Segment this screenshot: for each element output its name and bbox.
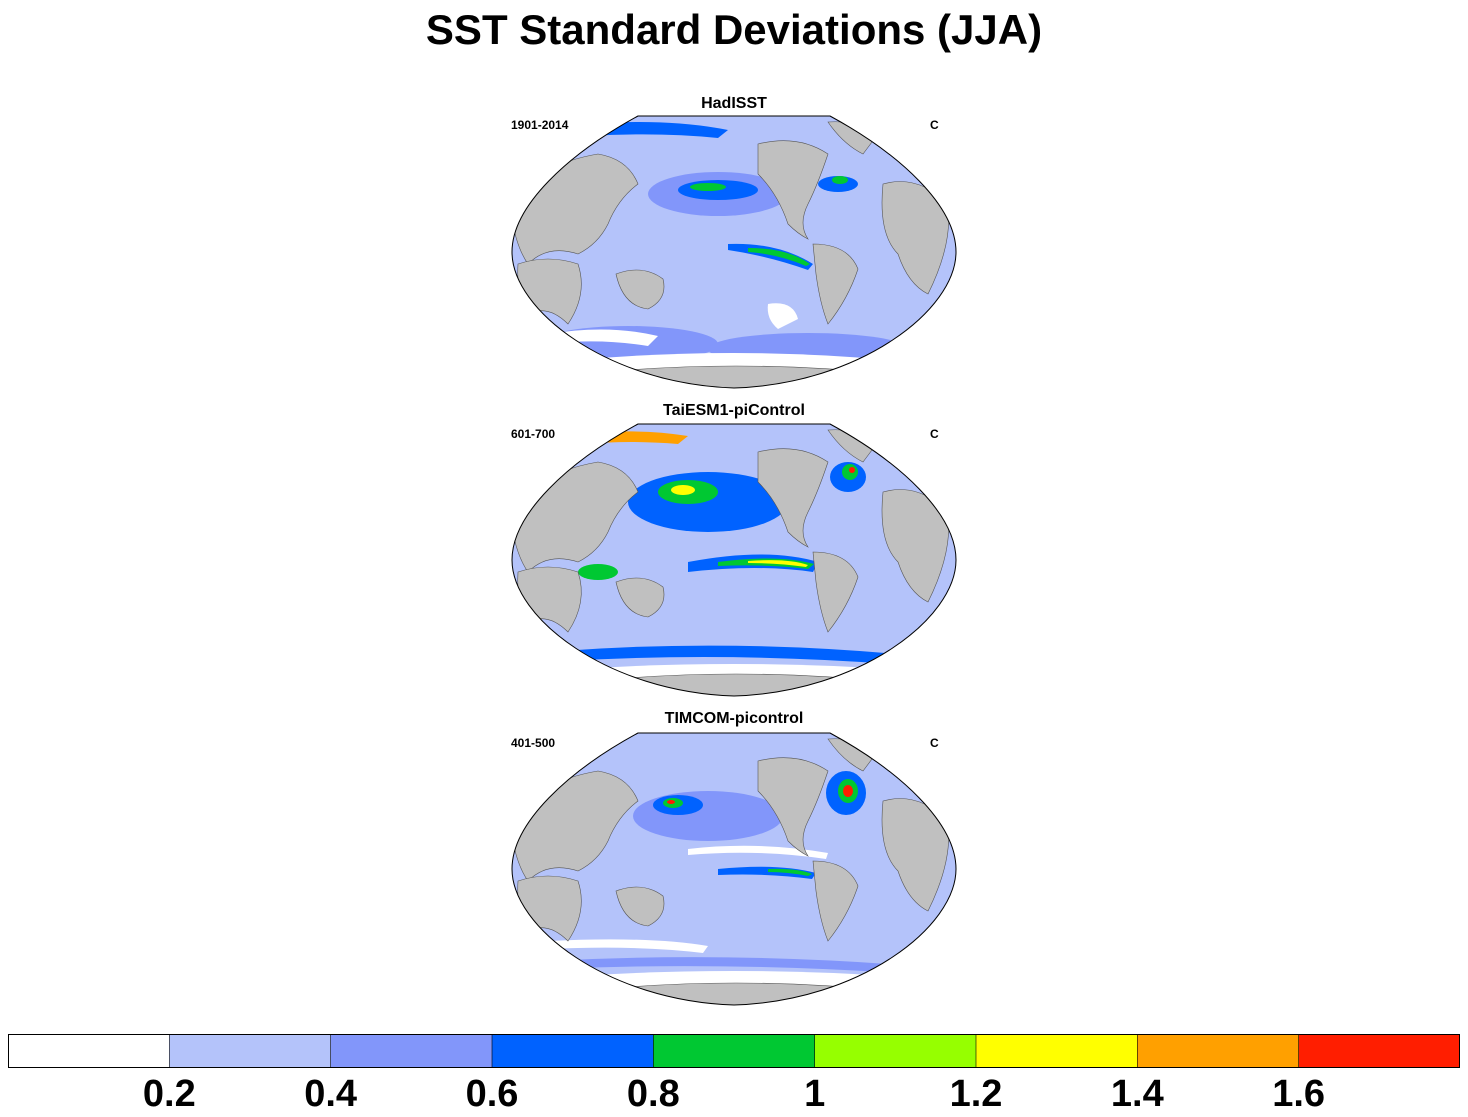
panel-1-map (511, 115, 957, 389)
sd-region-north-pacific (671, 485, 695, 495)
land-south-america (812, 551, 859, 633)
sd-low-region (548, 939, 708, 953)
colorbar-tick-label: 0.8 (626, 1073, 680, 1115)
sd-region-arctic (588, 122, 728, 138)
colorbar-tick-label: 1.6 (1272, 1073, 1326, 1115)
map-border (511, 115, 957, 389)
sd-region-north-atlantic (849, 467, 855, 473)
panel-2-units: C (930, 427, 939, 441)
colorbar-tick-label: 1.4 (1110, 1073, 1164, 1115)
sd-region-north-pacific (633, 791, 783, 841)
land-south-america (812, 243, 859, 325)
colorbar-tick-label: 1.2 (949, 1073, 1003, 1115)
colorbar-swatch (330, 1034, 493, 1068)
colorbar-tick-label: 0.2 (142, 1073, 196, 1115)
panel-3-map (511, 732, 957, 1006)
colorbar-swatch (1298, 1034, 1460, 1068)
sd-region-enso (718, 558, 814, 569)
sd-region-north-atlantic (832, 176, 848, 184)
map-border (511, 732, 957, 1006)
panel-3-title: TIMCOM-picontrol (664, 710, 804, 727)
figure-title: SST Standard Deviations (JJA) (425, 6, 1043, 53)
colorbar-tick-label: 1 (804, 1073, 826, 1115)
sd-region-north-atlantic (843, 785, 853, 797)
sd-band-south (548, 957, 928, 975)
sd-region-enso (748, 560, 808, 567)
colorbar-swatch (169, 1034, 332, 1068)
colorbar-swatch (8, 1034, 170, 1068)
sd-region-enso (768, 868, 812, 876)
sd-band-south (548, 645, 928, 667)
panel-1-units: C (930, 118, 939, 132)
land-australia (615, 577, 665, 618)
land-australia (615, 269, 665, 310)
land-north-america (757, 757, 829, 857)
colorbar-tick-label: 0.6 (465, 1073, 519, 1115)
sd-region-north-pacific (690, 183, 726, 191)
land-antarctica (547, 365, 929, 388)
colorbar-swatch (976, 1034, 1138, 1068)
panel-1-title: HadISST (701, 95, 767, 112)
land-south-america (812, 860, 859, 942)
map-border (511, 423, 957, 697)
colorbar-swatch (814, 1034, 977, 1068)
colorbar-border (8, 1034, 1460, 1068)
sd-low-region (688, 845, 828, 859)
sd-region-north-pacific (667, 800, 675, 804)
panel-1-period: 1901-2014 (511, 118, 569, 132)
sd-low-region (767, 303, 798, 329)
panel-3-units: C (930, 736, 939, 750)
land-australia (615, 886, 665, 927)
panel-2-title: TaiESM1-piControl (663, 402, 805, 419)
colorbar-tick-label: 0.4 (304, 1073, 358, 1115)
colorbar (8, 1034, 1460, 1068)
panel-3-period: 401-500 (511, 736, 556, 750)
land-north-america (757, 448, 829, 548)
panel-2-period: 601-700 (511, 427, 556, 441)
panel-2-map (511, 423, 957, 697)
sd-region-indian-ocean (578, 564, 618, 580)
colorbar-swatch (1137, 1034, 1300, 1068)
colorbar-swatch (492, 1034, 654, 1068)
sd-region-enso (748, 248, 810, 266)
colorbar-swatch (653, 1034, 816, 1068)
land-antarctica (547, 673, 929, 696)
land-north-america (757, 140, 829, 240)
sd-low-region (548, 329, 658, 346)
land-antarctica (547, 982, 929, 1005)
